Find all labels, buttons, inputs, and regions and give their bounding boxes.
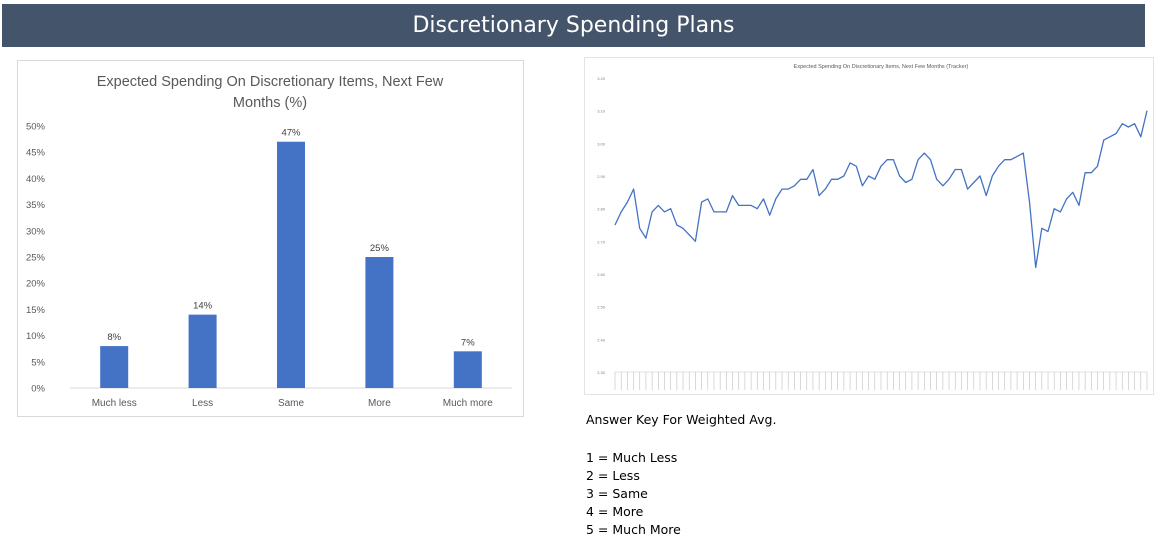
answer-key: Answer Key For Weighted Avg. 1 = Much Le… [586, 411, 886, 539]
series-line [614, 110, 1148, 269]
y-tick-label: 2.70 [597, 239, 606, 244]
y-tick-label: 5% [31, 357, 45, 368]
y-tick-label: 2.50 [597, 305, 606, 310]
y-tick-label: 2.90 [597, 174, 606, 179]
y-tick-label: 45% [26, 148, 46, 159]
chart-title: Months (%) [233, 95, 307, 111]
y-tick-label: 20% [26, 279, 46, 290]
y-tick-label: 15% [26, 305, 46, 316]
y-tick-label: 2.40 [597, 337, 606, 342]
data-label: 14% [193, 301, 213, 312]
answer-key-line: 1 = Much Less [586, 450, 678, 465]
x-tick-label: Same [278, 398, 305, 409]
chart-title: Expected Spending On Discretionary Items… [97, 74, 444, 90]
y-tick-label: 2.60 [597, 272, 606, 277]
x-tick-label: Less [192, 398, 213, 409]
y-tick-label: 10% [26, 331, 46, 342]
data-label: 7% [461, 337, 475, 348]
bar [188, 314, 217, 388]
y-tick-label: 0% [31, 384, 45, 395]
x-tick-label: More [368, 398, 391, 409]
answer-key-line: 4 = More [586, 504, 644, 519]
chart-title: Expected Spending On Discretionary Items… [794, 64, 969, 70]
y-tick-label: 25% [26, 253, 46, 264]
y-tick-label: 2.80 [597, 207, 606, 212]
y-tick-label: 3.00 [597, 141, 606, 146]
x-tick-label: Much less [92, 398, 137, 409]
answer-key-line: 2 = Less [586, 468, 640, 483]
y-tick-label: 3.10 [597, 109, 606, 114]
bar [100, 346, 129, 388]
line-chart-panel: Expected Spending On Discretionary Items… [584, 57, 1154, 395]
answer-key-title: Answer Key For Weighted Avg. [586, 412, 777, 427]
x-tick-label: Much more [443, 398, 493, 409]
answer-key-line: 5 = Much More [586, 522, 681, 537]
bar-chart: Expected Spending On Discretionary Items… [26, 74, 512, 409]
data-label: 25% [370, 243, 390, 254]
y-tick-label: 3.20 [597, 76, 606, 81]
data-label: 47% [281, 128, 301, 139]
y-tick-label: 40% [26, 174, 46, 185]
y-tick-label: 2.30 [597, 370, 606, 375]
line-chart: Expected Spending On Discretionary Items… [597, 64, 1148, 390]
y-tick-label: 35% [26, 200, 46, 211]
page-title: Discretionary Spending Plans [412, 13, 735, 38]
data-label: 8% [107, 332, 121, 343]
y-tick-label: 30% [26, 226, 46, 237]
bar [453, 351, 482, 388]
answer-key-line: 3 = Same [586, 486, 648, 501]
y-tick-label: 50% [26, 122, 46, 133]
bar [365, 257, 394, 388]
bar-chart-panel: Expected Spending On Discretionary Items… [17, 60, 524, 417]
page-title-banner: Discretionary Spending Plans [2, 4, 1145, 47]
bar [277, 141, 305, 388]
